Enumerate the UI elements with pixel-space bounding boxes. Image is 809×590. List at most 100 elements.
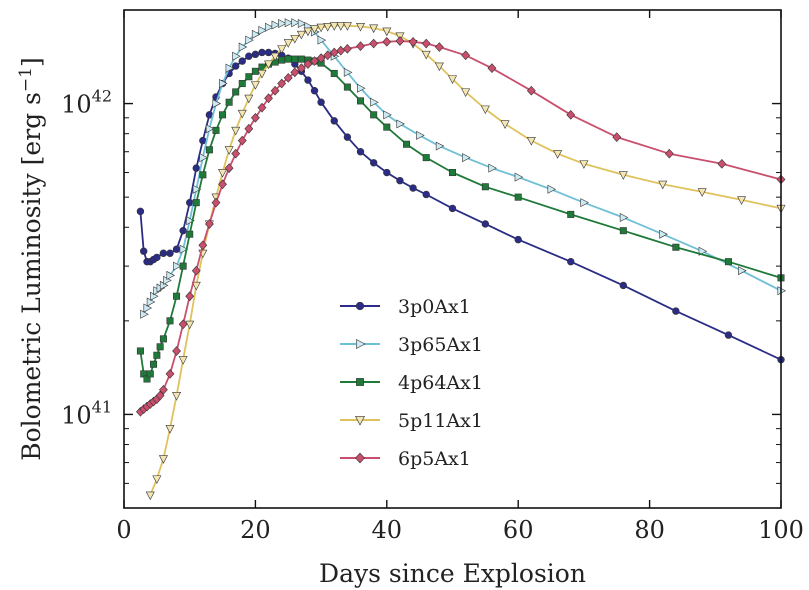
legend-item: 4p64Ax1 — [340, 372, 483, 394]
data-point — [166, 249, 174, 257]
data-point — [619, 227, 627, 235]
data-point — [165, 425, 175, 434]
legend-marker — [355, 452, 365, 464]
x-tick-label: 20 — [240, 516, 271, 544]
data-point — [369, 24, 379, 34]
data-point — [238, 57, 246, 65]
data-point — [357, 83, 366, 93]
data-point — [185, 291, 195, 302]
data-point — [245, 35, 254, 45]
data-point — [738, 266, 747, 276]
x-tick-label: 0 — [116, 516, 131, 544]
data-point — [277, 45, 287, 54]
data-point — [672, 307, 680, 315]
data-point — [317, 98, 325, 106]
legend-marker — [356, 339, 366, 349]
data-point — [257, 69, 267, 79]
data-point — [231, 62, 240, 70]
data-point — [659, 229, 668, 239]
data-point — [403, 140, 411, 148]
x-axis-label: Days since Explosion — [319, 559, 586, 588]
data-point — [152, 475, 162, 485]
data-point — [547, 184, 557, 194]
data-point — [317, 35, 327, 45]
data-point — [343, 133, 352, 141]
data-point — [336, 22, 346, 31]
x-tick-label: 60 — [503, 516, 534, 544]
data-point — [250, 112, 260, 123]
data-point — [304, 76, 312, 84]
data-point — [231, 148, 241, 159]
data-point — [618, 171, 628, 180]
data-point — [619, 213, 629, 223]
data-point — [514, 172, 524, 182]
data-point — [329, 22, 339, 31]
legend-item: 5p11Ax1 — [340, 410, 483, 432]
data-point — [155, 390, 165, 401]
data-point — [500, 120, 510, 129]
data-point — [310, 87, 319, 95]
data-point — [422, 190, 430, 199]
legend-item: 6p5Ax1 — [340, 448, 471, 470]
plot-frame — [123, 9, 782, 509]
data-point — [173, 261, 182, 271]
data-point — [526, 137, 536, 146]
data-point — [290, 34, 300, 44]
data-point — [211, 197, 221, 208]
data-point — [396, 176, 404, 185]
data-point — [218, 169, 228, 178]
data-point — [145, 491, 155, 501]
data-point — [277, 78, 287, 89]
data-point — [178, 319, 188, 330]
legend-marker — [355, 301, 365, 311]
data-point — [343, 67, 353, 77]
data-point — [179, 244, 189, 254]
data-point — [258, 48, 266, 57]
data-point — [383, 168, 391, 177]
data-point — [717, 158, 727, 169]
data-point — [382, 36, 392, 47]
data-point — [462, 153, 471, 163]
data-point — [166, 317, 174, 325]
data-point — [172, 392, 182, 401]
data-point — [356, 148, 365, 156]
data-point — [192, 164, 200, 172]
data-point — [567, 210, 575, 218]
data-point — [153, 253, 161, 262]
data-point — [396, 119, 405, 129]
data-point — [291, 18, 300, 28]
data-point — [156, 343, 164, 351]
x-tick-label: 80 — [634, 516, 665, 544]
legend-item: 3p0Ax1 — [340, 296, 471, 318]
data-point — [291, 55, 299, 63]
data-point — [316, 23, 326, 33]
data-point — [382, 27, 392, 37]
data-point — [264, 60, 274, 70]
data-point — [136, 347, 144, 355]
legend-label: 6p5Ax1 — [398, 448, 471, 470]
data-point — [290, 67, 300, 78]
legend-label: 5p11Ax1 — [398, 410, 483, 432]
data-point — [224, 146, 234, 155]
data-point — [140, 309, 149, 319]
data-point — [271, 20, 281, 30]
y-axis-label-close: ] — [17, 57, 46, 67]
data-point — [323, 22, 333, 32]
data-point — [278, 56, 286, 64]
data-point — [225, 63, 235, 73]
data-point — [487, 63, 497, 74]
data-point — [369, 159, 378, 167]
data-point — [567, 257, 575, 266]
data-point — [186, 216, 195, 226]
y-tick-label: 1042 — [61, 87, 112, 119]
data-point — [612, 132, 622, 142]
data-point — [421, 50, 431, 60]
x-tick-label: 100 — [758, 516, 804, 544]
data-point — [526, 85, 536, 96]
data-point — [330, 69, 338, 77]
data-point — [232, 51, 241, 61]
data-point — [191, 281, 201, 291]
data-point — [336, 45, 346, 56]
data-point — [434, 62, 444, 72]
data-point — [159, 249, 168, 257]
